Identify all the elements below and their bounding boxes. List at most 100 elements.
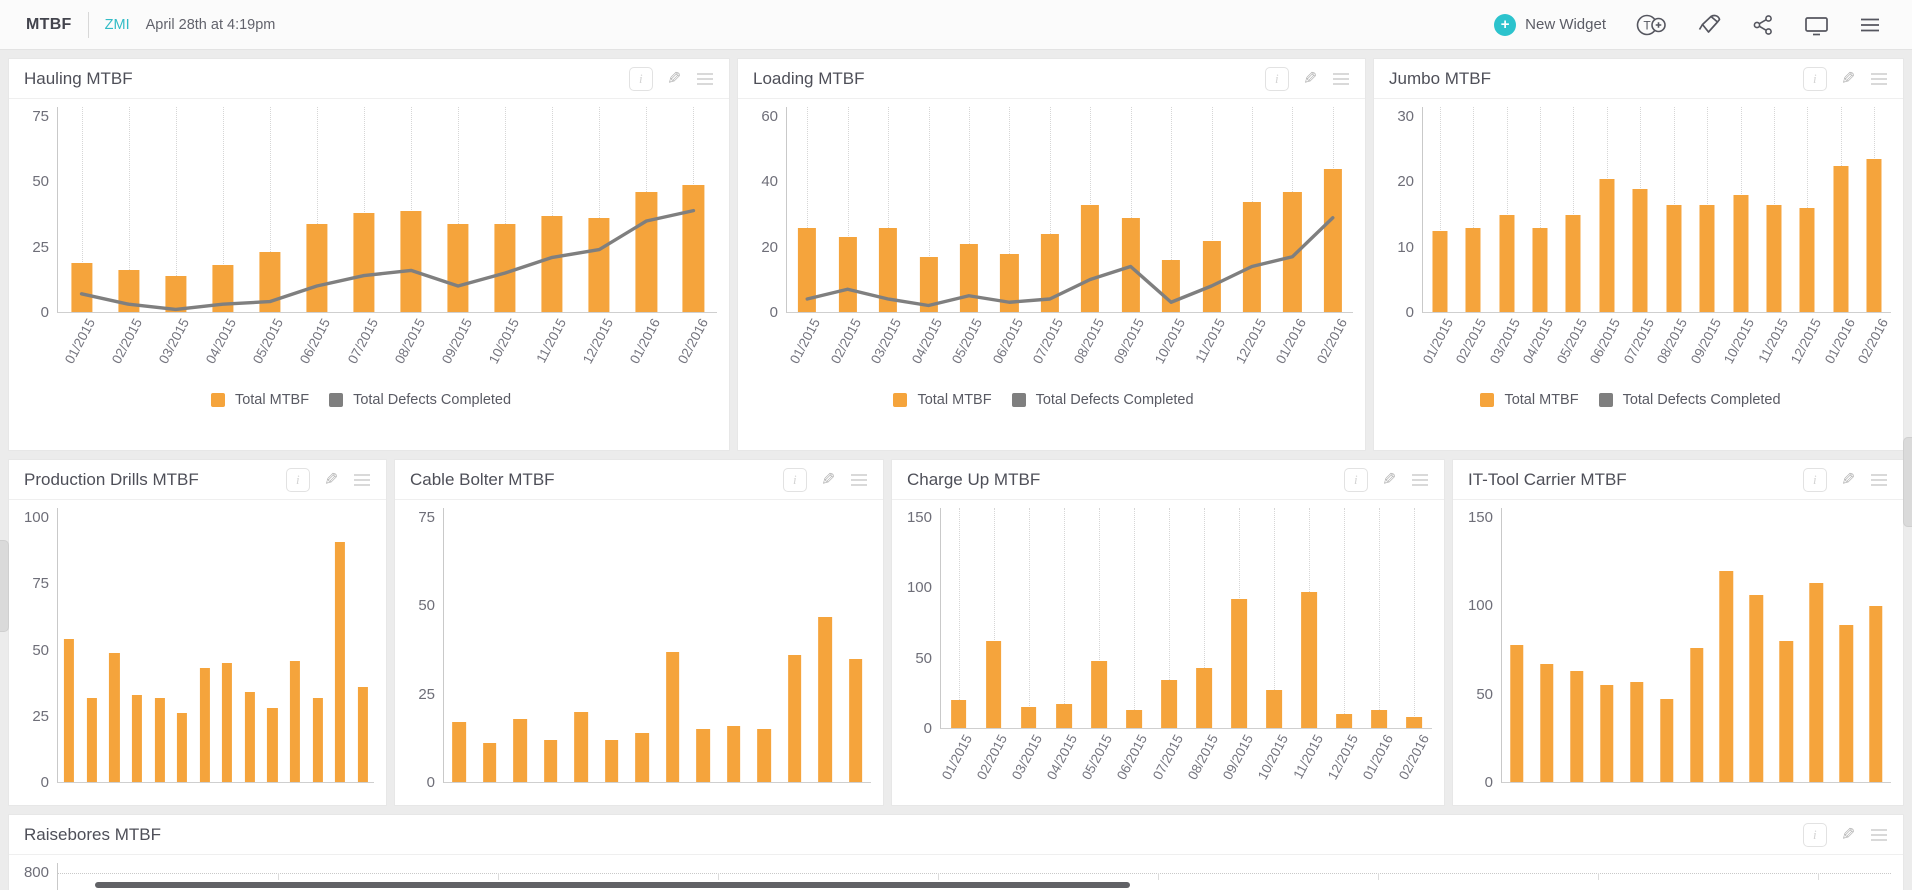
widget-menu-icon[interactable] [1869, 472, 1889, 488]
bar-total-mtbf[interactable] [165, 275, 187, 312]
bar-total-mtbf[interactable] [131, 694, 143, 782]
bar-total-mtbf[interactable] [1283, 191, 1302, 312]
bar-total-mtbf[interactable] [1000, 253, 1019, 312]
bar-total-mtbf[interactable] [1749, 595, 1764, 782]
new-widget-button[interactable]: + New Widget [1494, 13, 1606, 36]
info-icon[interactable]: i [1343, 467, 1368, 492]
workspace-label[interactable]: ZMI [104, 16, 130, 33]
bar-total-mtbf[interactable] [1733, 195, 1749, 312]
bar-total-mtbf[interactable] [1809, 583, 1823, 782]
bar-total-mtbf[interactable] [222, 663, 233, 782]
bar-total-mtbf[interactable] [513, 718, 528, 782]
bar-total-mtbf[interactable] [848, 658, 863, 782]
edit-pencil-icon[interactable]: ✎ [666, 68, 681, 88]
bar-total-mtbf[interactable] [1231, 599, 1247, 728]
info-icon[interactable]: i [1802, 66, 1827, 91]
bar-total-mtbf[interactable] [726, 725, 741, 782]
bar-total-mtbf[interactable] [985, 641, 1002, 728]
bar-total-mtbf[interactable] [1510, 644, 1524, 782]
edit-pencil-icon[interactable]: ✎ [323, 469, 338, 489]
bar-total-mtbf[interactable] [798, 227, 817, 312]
bar-total-mtbf[interactable] [109, 652, 120, 782]
bar-total-mtbf[interactable] [1202, 240, 1221, 312]
bar-total-mtbf[interactable] [1055, 704, 1072, 728]
bar-total-mtbf[interactable] [289, 660, 301, 782]
bar-total-mtbf[interactable] [1779, 641, 1793, 782]
info-icon[interactable]: i [782, 467, 807, 492]
bar-total-mtbf[interactable] [335, 541, 346, 782]
bar-total-mtbf[interactable] [1040, 234, 1059, 312]
bar-total-mtbf[interactable] [1799, 208, 1815, 312]
share-icon[interactable] [1751, 13, 1775, 37]
left-edge-handle[interactable] [0, 540, 9, 632]
bar-total-mtbf[interactable] [1266, 690, 1283, 728]
bar-total-mtbf[interactable] [452, 722, 467, 782]
widget-menu-icon[interactable] [1410, 472, 1430, 488]
info-icon[interactable]: i [285, 467, 310, 492]
bar-total-mtbf[interactable] [86, 697, 97, 782]
line-total-defects-completed[interactable] [58, 117, 717, 312]
bar-total-mtbf[interactable] [1833, 165, 1849, 312]
bar-total-mtbf[interactable] [635, 732, 650, 782]
bar-total-mtbf[interactable] [1599, 685, 1614, 782]
widget-menu-icon[interactable] [1869, 71, 1889, 87]
widget-menu-icon[interactable] [352, 472, 372, 488]
bar-total-mtbf[interactable] [604, 739, 619, 782]
bar-total-mtbf[interactable] [1242, 201, 1262, 312]
bar-total-mtbf[interactable] [212, 265, 234, 312]
bar-total-mtbf[interactable] [70, 262, 93, 312]
bar-total-mtbf[interactable] [543, 739, 558, 782]
bar-total-mtbf[interactable] [267, 708, 278, 782]
bar-total-mtbf[interactable] [400, 210, 422, 312]
bar-total-mtbf[interactable] [1599, 178, 1615, 312]
bar-total-mtbf[interactable] [1532, 227, 1548, 312]
bar-total-mtbf[interactable] [1565, 214, 1581, 312]
bar-total-mtbf[interactable] [1540, 664, 1554, 782]
bar-total-mtbf[interactable] [447, 223, 469, 312]
edit-pencil-icon[interactable]: ✎ [820, 469, 835, 489]
bar-total-mtbf[interactable] [919, 256, 938, 312]
bar-total-mtbf[interactable] [357, 686, 368, 782]
bar-total-mtbf[interactable] [1499, 214, 1515, 312]
bar-total-mtbf[interactable] [665, 651, 680, 782]
bar-total-mtbf[interactable] [1371, 709, 1388, 728]
bar-total-mtbf[interactable] [1659, 699, 1674, 782]
bar-total-mtbf[interactable] [482, 743, 497, 782]
bar-total-mtbf[interactable] [1126, 709, 1142, 728]
bar-total-mtbf[interactable] [1839, 625, 1853, 782]
bar-total-mtbf[interactable] [1081, 204, 1100, 312]
bar-total-mtbf[interactable] [878, 227, 898, 312]
edit-pencil-icon[interactable]: ✎ [1381, 469, 1396, 489]
bar-total-mtbf[interactable] [1689, 648, 1704, 782]
info-icon[interactable]: i [1802, 822, 1827, 847]
bar-total-mtbf[interactable] [574, 711, 589, 782]
bar-total-mtbf[interactable] [1629, 681, 1644, 782]
bar-total-mtbf[interactable] [154, 697, 165, 782]
bar-total-mtbf[interactable] [64, 639, 75, 782]
widget-menu-icon[interactable] [849, 472, 869, 488]
bar-total-mtbf[interactable] [588, 218, 610, 312]
bar-total-mtbf[interactable] [312, 697, 323, 782]
bar-total-mtbf[interactable] [1336, 714, 1353, 728]
bar-total-mtbf[interactable] [494, 223, 516, 312]
bar-total-mtbf[interactable] [1866, 159, 1882, 312]
bar-total-mtbf[interactable] [1699, 204, 1715, 312]
right-edge-handle[interactable] [1903, 437, 1912, 527]
bar-total-mtbf[interactable] [1196, 667, 1212, 728]
bar-total-mtbf[interactable] [1020, 707, 1037, 728]
bar-total-mtbf[interactable] [1406, 716, 1423, 728]
bar-total-mtbf[interactable] [1766, 204, 1782, 312]
line-total-defects-completed[interactable] [787, 117, 1353, 312]
edit-pencil-icon[interactable]: ✎ [1840, 824, 1855, 844]
bar-total-mtbf[interactable] [1090, 660, 1107, 728]
info-icon[interactable]: i [1802, 467, 1827, 492]
bar-total-mtbf[interactable] [682, 184, 705, 312]
widget-menu-icon[interactable] [695, 71, 715, 87]
paint-bucket-icon[interactable] [1696, 12, 1723, 38]
bar-total-mtbf[interactable] [1301, 592, 1318, 728]
bar-total-mtbf[interactable] [1869, 606, 1883, 782]
bar-total-mtbf[interactable] [1465, 227, 1481, 312]
widget-menu-icon[interactable] [1331, 71, 1351, 87]
bar-total-mtbf[interactable] [1666, 204, 1682, 312]
bar-total-mtbf[interactable] [787, 655, 802, 782]
